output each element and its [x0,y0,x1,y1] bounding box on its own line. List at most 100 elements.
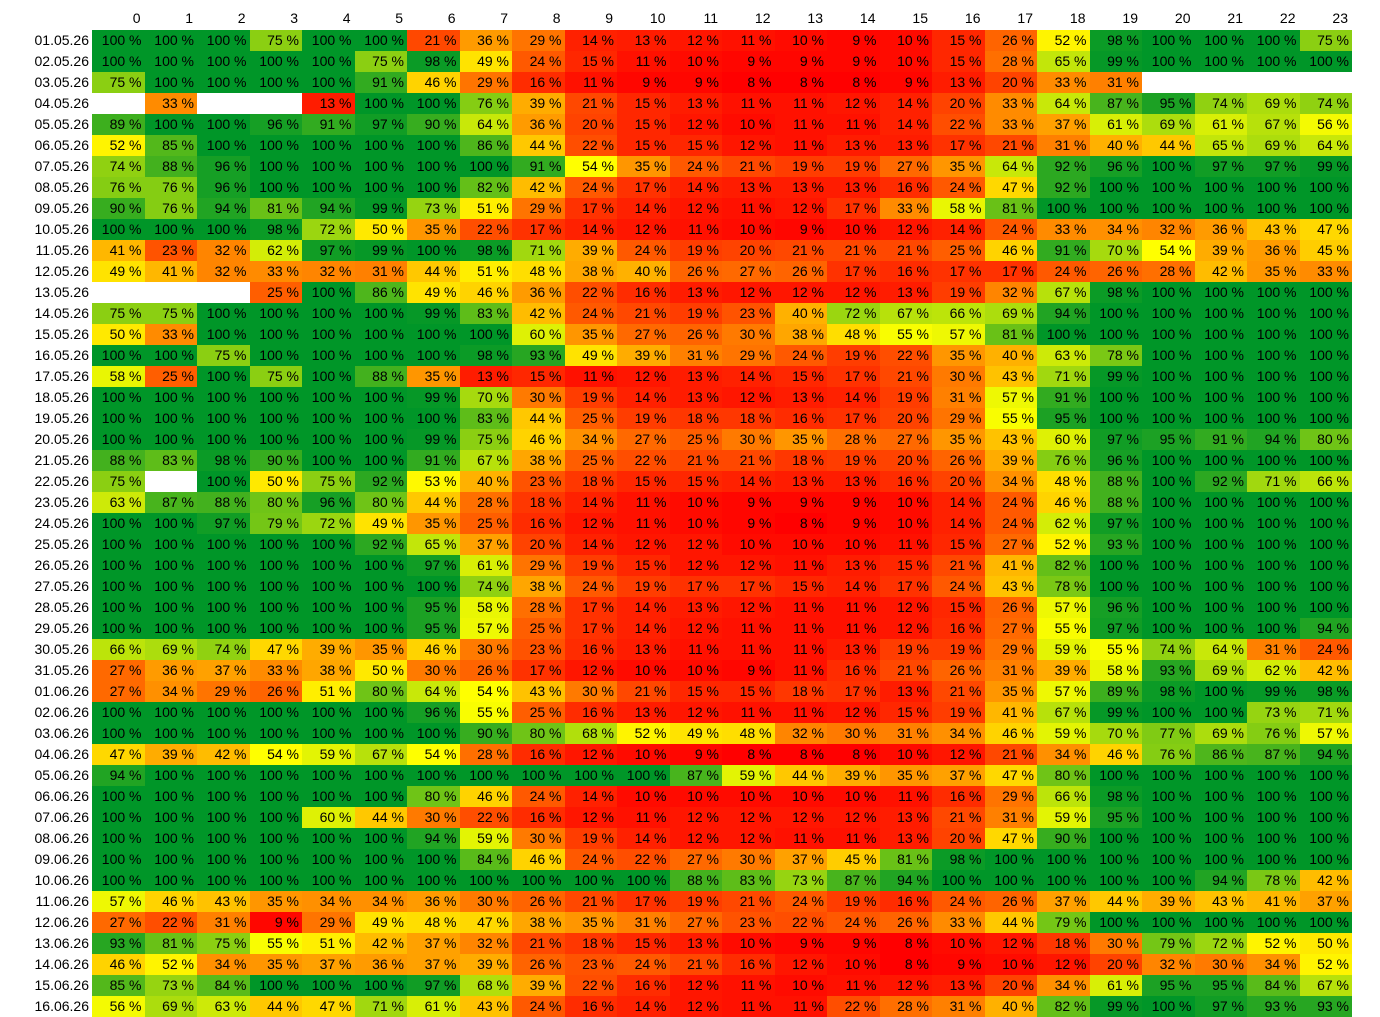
cell: 35 % [932,345,985,366]
cell: 12 % [564,660,617,681]
cell: 27 % [722,261,775,282]
cell: 12 % [617,534,670,555]
cell: 100 % [1194,807,1247,828]
cell: 11 % [827,618,880,639]
cell: 22 % [564,282,617,303]
cell: 35 % [984,681,1037,702]
cell: 37 % [197,660,250,681]
cell: 100 % [1142,492,1195,513]
cell: 12 % [669,618,722,639]
cell: 100 % [302,555,355,576]
cell: 100 % [1089,408,1142,429]
cell: 49 % [354,912,407,933]
cell: 54 % [564,156,617,177]
cell: 24 % [1299,639,1352,660]
cell: 72 % [302,513,355,534]
cell: 60 % [512,324,565,345]
cell: 42 % [197,744,250,765]
cell: 11 % [722,618,775,639]
cell: 92 % [354,471,407,492]
cell [249,93,302,114]
cell: 83 % [459,303,512,324]
cell: 95 % [1142,975,1195,996]
cell: 100 % [1194,765,1247,786]
cell: 35 % [249,954,302,975]
cell: 33 % [879,198,932,219]
cell: 12 % [669,702,722,723]
cell: 41 % [984,555,1037,576]
cell: 67 % [1247,114,1300,135]
cell: 40 % [459,471,512,492]
cell: 100 % [932,870,985,891]
cell: 100 % [144,408,197,429]
cell: 100 % [1247,828,1300,849]
cell: 94 % [1194,870,1247,891]
cell: 100 % [354,135,407,156]
cell: 100 % [1299,849,1352,870]
cell: 19 % [932,702,985,723]
cell: 24 % [932,177,985,198]
cell: 46 % [407,639,460,660]
cell: 13 % [879,828,932,849]
cell: 24 % [564,177,617,198]
cell: 10 % [617,660,670,681]
cell: 93 % [92,933,145,954]
cell: 13 % [827,639,880,660]
cell: 100 % [197,303,250,324]
cell: 73 % [1247,702,1300,723]
cell: 16 % [879,177,932,198]
cell: 100 % [302,870,355,891]
cell: 21 % [617,681,670,702]
cell: 100 % [1037,849,1090,870]
cell: 46 % [459,786,512,807]
cell: 34 % [1089,219,1142,240]
cell: 74 % [459,576,512,597]
cell: 75 % [92,303,145,324]
cell: 26 % [1089,261,1142,282]
cell: 24 % [512,51,565,72]
cell: 11 % [879,786,932,807]
cell: 75 % [92,72,145,93]
cell: 100 % [354,177,407,198]
cell: 19 % [827,156,880,177]
cell: 100 % [249,387,302,408]
cell: 100 % [302,366,355,387]
cell: 100 % [92,30,145,51]
cell: 21 % [407,30,460,51]
column-header: 8 [552,10,561,26]
cell: 21 % [774,240,827,261]
cell: 34 % [984,471,1037,492]
cell: 91 % [302,114,355,135]
cell: 37 % [774,849,827,870]
cell: 27 % [92,660,145,681]
cell: 82 % [1037,996,1090,1017]
cell: 95 % [1089,807,1142,828]
cell: 100 % [144,30,197,51]
cell: 100 % [197,786,250,807]
cell: 100 % [92,429,145,450]
cell: 92 % [1037,177,1090,198]
cell: 12 % [669,555,722,576]
cell: 12 % [669,198,722,219]
row-label: 07.06.26 [34,809,90,825]
cell: 11 % [722,996,775,1017]
row-label: 24.05.26 [34,515,90,531]
cell: 46 % [1089,744,1142,765]
cell: 34 % [564,429,617,450]
cell: 65 % [407,534,460,555]
cell: 100 % [144,849,197,870]
cell: 71 % [1299,702,1352,723]
cell: 25 % [669,429,722,450]
cell: 100 % [1142,912,1195,933]
cell: 15 % [932,51,985,72]
cell: 29 % [932,408,985,429]
cell: 100 % [1194,408,1247,429]
cell: 29 % [984,786,1037,807]
cell: 32 % [1142,219,1195,240]
cell: 100 % [1299,513,1352,534]
cell: 98 % [1089,282,1142,303]
cell: 100 % [302,597,355,618]
row-label: 14.06.26 [34,956,90,972]
cell: 42 % [512,177,565,198]
cell: 41 % [984,702,1037,723]
